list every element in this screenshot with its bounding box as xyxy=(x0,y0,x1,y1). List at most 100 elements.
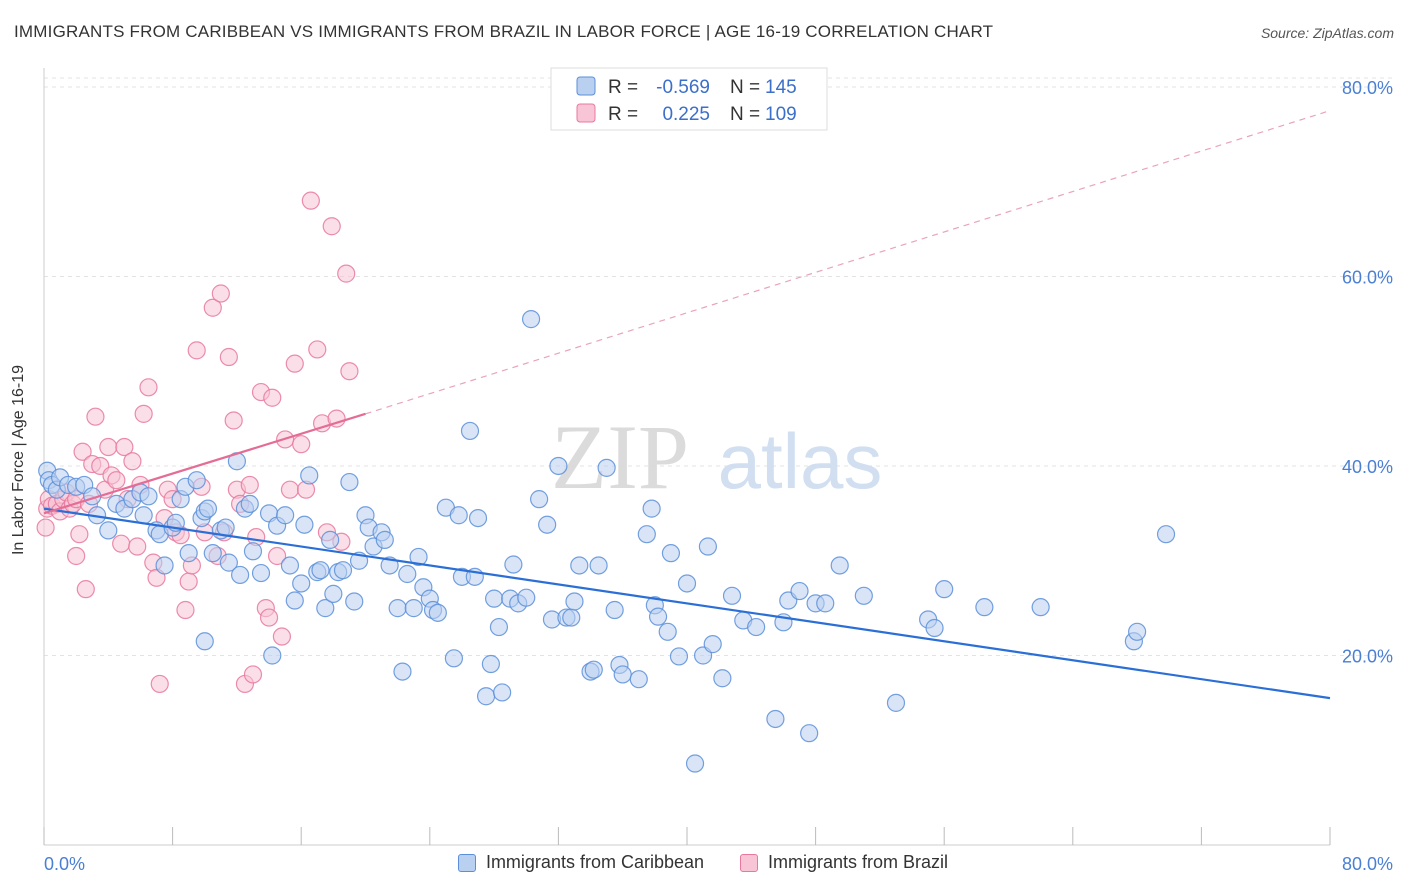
legend-r-label-caribbean: R = xyxy=(608,77,638,98)
caribbean-point xyxy=(134,506,153,525)
caribbean-point xyxy=(243,542,263,561)
caribbean-point xyxy=(549,456,568,476)
caribbean-point xyxy=(195,632,214,651)
brazil-point xyxy=(123,452,142,471)
caribbean-point xyxy=(300,466,319,485)
caribbean-point xyxy=(155,556,174,575)
caribbean-point xyxy=(570,556,589,575)
legend-n-label-caribbean: N = xyxy=(730,77,760,98)
caribbean-point xyxy=(642,499,661,518)
caribbean-point xyxy=(333,561,353,580)
brazil-point xyxy=(301,191,320,210)
brazil-point xyxy=(267,546,287,566)
series-caribbean-points xyxy=(38,310,1176,773)
x-tick-label-min: 0.0% xyxy=(44,854,85,874)
brazil-point xyxy=(112,534,131,553)
caribbean-point xyxy=(468,508,488,528)
brazil-point xyxy=(99,437,118,457)
chart-title: IMMIGRANTS FROM CARIBBEAN VS IMMIGRANTS … xyxy=(14,22,994,41)
caribbean-point xyxy=(398,564,417,584)
brazil-point xyxy=(240,475,259,495)
trend-line-brazil-extension xyxy=(365,110,1331,415)
caribbean-point xyxy=(800,724,819,743)
caribbean-point xyxy=(648,607,668,626)
caribbean-point xyxy=(597,458,616,477)
brazil-point xyxy=(203,298,222,317)
caribbean-point xyxy=(311,561,330,580)
caribbean-point xyxy=(661,544,681,563)
caribbean-point xyxy=(504,555,523,574)
caribbean-point xyxy=(713,669,732,688)
legend-label-brazil: Immigrants from Brazil xyxy=(768,852,949,872)
caribbean-point xyxy=(99,521,118,540)
legend-swatch xyxy=(740,853,759,872)
caribbean-point xyxy=(886,693,906,712)
caribbean-point xyxy=(321,530,340,549)
tick-labels: 20.0% 40.0% 60.0% 80.0% 0.0% 80.0% xyxy=(44,78,1393,874)
caribbean-point xyxy=(790,581,809,601)
caribbean-point xyxy=(722,586,742,605)
caribbean-point xyxy=(231,565,250,585)
x-tick-label-max: 80.0% xyxy=(1342,854,1393,874)
brazil-point xyxy=(285,354,304,373)
caribbean-point xyxy=(766,709,785,729)
trend-line-brazil xyxy=(43,412,366,515)
legend-r-value-caribbean: -0.569 xyxy=(656,77,710,98)
brazil-point xyxy=(73,442,92,461)
caribbean-point xyxy=(203,544,222,563)
legend-r-label-brazil: R = xyxy=(608,104,638,125)
caribbean-point xyxy=(240,494,259,513)
legend-n-label-brazil: N = xyxy=(730,104,760,125)
caribbean-point xyxy=(605,600,624,620)
brazil-point xyxy=(322,217,341,236)
caribbean-point xyxy=(316,599,335,618)
stats-legend: R = -0.569 N = 145 R = 0.225 N = 109 xyxy=(550,67,828,131)
caribbean-point xyxy=(340,472,359,492)
caribbean-point xyxy=(854,586,873,605)
brazil-point xyxy=(292,435,311,454)
legend-item-caribbean: Immigrants from Caribbean xyxy=(457,852,705,873)
brazil-point xyxy=(86,407,105,426)
caribbean-point xyxy=(428,603,447,622)
caribbean-point xyxy=(295,515,314,534)
y-tick-label: 60.0% xyxy=(1342,267,1393,287)
axes xyxy=(43,68,1331,846)
legend-label-caribbean: Immigrants from Caribbean xyxy=(485,852,705,872)
caribbean-point xyxy=(698,537,717,556)
brazil-point xyxy=(327,409,346,428)
trend-line-caribbean xyxy=(43,507,1331,700)
y-tick-label: 20.0% xyxy=(1342,646,1393,666)
caribbean-point xyxy=(285,591,304,610)
brazil-point xyxy=(115,437,134,457)
source-label: Source: ZipAtlas.com xyxy=(1260,25,1394,41)
caribbean-point xyxy=(276,506,295,525)
caribbean-point xyxy=(1127,622,1147,641)
watermark-zip: ZIP xyxy=(551,406,689,508)
caribbean-point xyxy=(324,584,343,603)
legend-box xyxy=(550,67,828,131)
brazil-point xyxy=(280,480,300,499)
caribbean-point xyxy=(747,617,766,637)
brazil-point xyxy=(308,340,327,359)
caribbean-point xyxy=(584,660,603,679)
legend-r-value-brazil: 0.225 xyxy=(662,104,710,125)
legend-item-brazil: Immigrants from Brazil xyxy=(740,852,948,873)
caribbean-point xyxy=(292,574,311,593)
caribbean-point xyxy=(476,687,496,706)
caribbean-point xyxy=(816,594,835,613)
caribbean-point xyxy=(404,599,423,618)
caribbean-point xyxy=(263,646,282,665)
caribbean-point xyxy=(935,580,954,599)
legend-n-value-brazil: 109 xyxy=(765,104,797,125)
caribbean-point xyxy=(562,608,581,627)
caribbean-point xyxy=(830,556,849,575)
caribbean-point xyxy=(658,622,677,641)
legend-n-value-caribbean: 145 xyxy=(765,77,797,98)
caribbean-point xyxy=(565,592,584,611)
y-tick-label: 80.0% xyxy=(1342,78,1393,98)
caribbean-point xyxy=(187,471,206,490)
caribbean-point xyxy=(481,654,500,674)
caribbean-point xyxy=(975,598,994,617)
brazil-point xyxy=(224,411,243,430)
